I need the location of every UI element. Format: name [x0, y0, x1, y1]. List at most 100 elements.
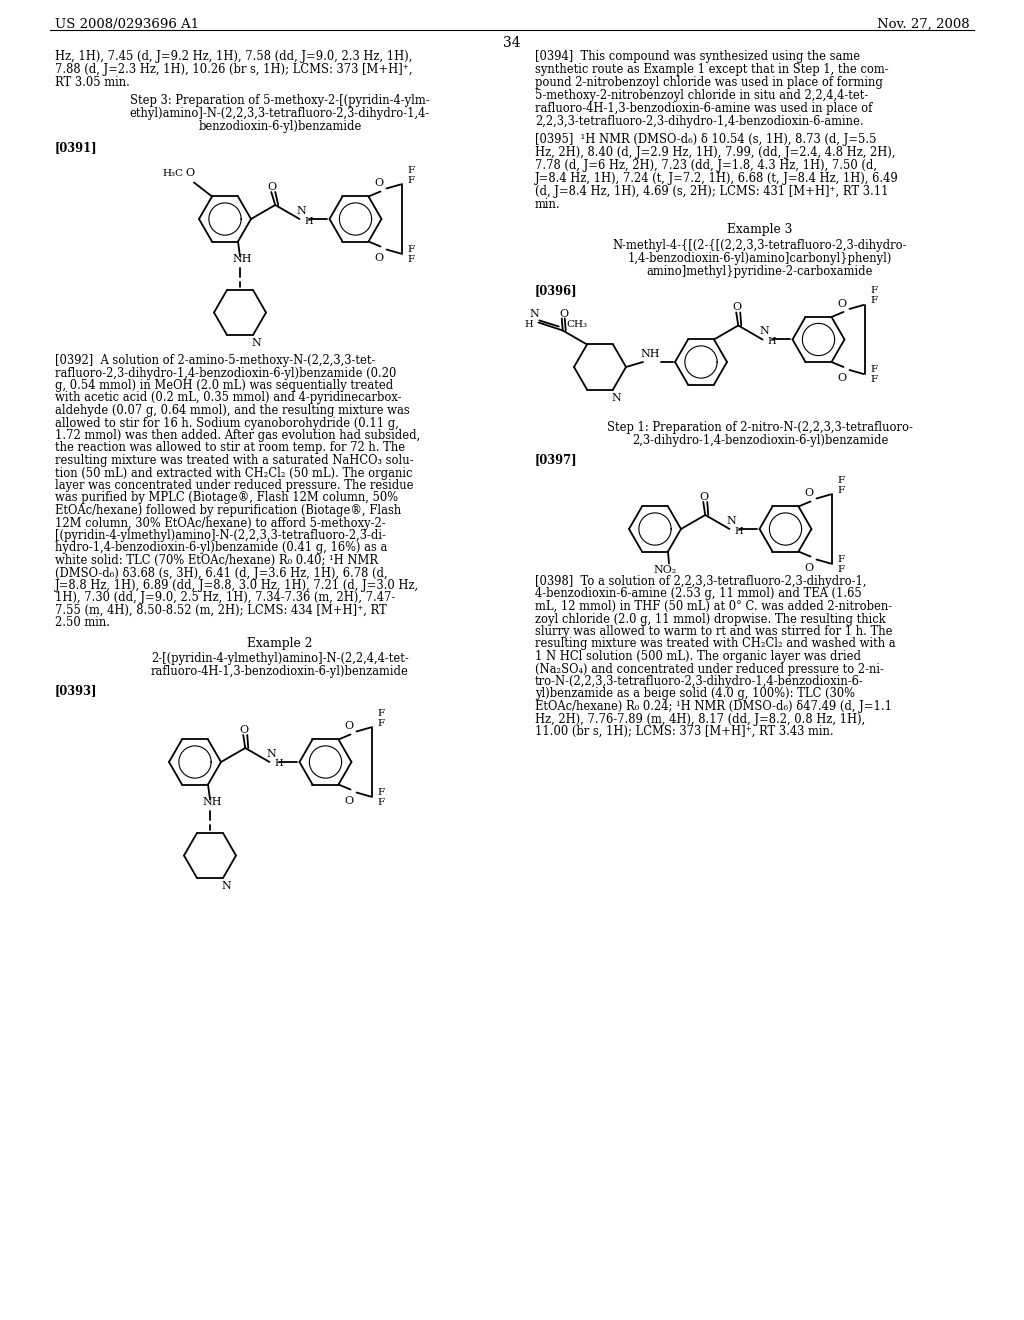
Text: H: H	[304, 216, 312, 226]
Text: O: O	[344, 796, 353, 805]
Text: EtOAc/hexane) followed by repurification (Biotage®, Flash: EtOAc/hexane) followed by repurification…	[55, 504, 401, 517]
Text: mL, 12 mmol) in THF (50 mL) at 0° C. was added 2-nitroben-: mL, 12 mmol) in THF (50 mL) at 0° C. was…	[535, 601, 892, 612]
Text: white solid: TLC (70% EtOAc/hexane) R₀ 0.40; ¹H NMR: white solid: TLC (70% EtOAc/hexane) R₀ 0…	[55, 554, 378, 568]
Text: 7.78 (d, J=6 Hz, 2H), 7.23 (dd, J=1.8, 4.3 Hz, 1H), 7.50 (d,: 7.78 (d, J=6 Hz, 2H), 7.23 (dd, J=1.8, 4…	[535, 158, 877, 172]
Text: J=8.4 Hz, 1H), 7.24 (t, J=7.2, 1H), 6.68 (t, J=8.4 Hz, 1H), 6.49: J=8.4 Hz, 1H), 7.24 (t, J=7.2, 1H), 6.68…	[535, 172, 899, 185]
Text: N: N	[529, 309, 540, 319]
Text: 1,4-benzodioxin-6-yl)amino]carbonyl}phenyl): 1,4-benzodioxin-6-yl)amino]carbonyl}phen…	[628, 252, 892, 265]
Text: resulting mixture was treated with CH₂Cl₂ and washed with a: resulting mixture was treated with CH₂Cl…	[535, 638, 896, 651]
Text: US 2008/0293696 A1: US 2008/0293696 A1	[55, 18, 199, 30]
Text: 1 N HCl solution (500 mL). The organic layer was dried: 1 N HCl solution (500 mL). The organic l…	[535, 649, 861, 663]
Text: the reaction was allowed to stir at room temp. for 72 h. The: the reaction was allowed to stir at room…	[55, 441, 406, 454]
Text: O: O	[185, 169, 195, 178]
Text: with acetic acid (0.2 mL, 0.35 mmol) and 4-pyridinecarbox-: with acetic acid (0.2 mL, 0.35 mmol) and…	[55, 392, 401, 404]
Text: F: F	[838, 554, 845, 564]
Text: F: F	[838, 565, 845, 574]
Text: allowed to stir for 16 h. Sodium cyanoborohydride (0.11 g,: allowed to stir for 16 h. Sodium cyanobo…	[55, 417, 399, 429]
Text: O: O	[374, 252, 383, 263]
Text: [0392]  A solution of 2-amino-5-methoxy-N-(2,2,3,3-tet-: [0392] A solution of 2-amino-5-methoxy-N…	[55, 354, 376, 367]
Text: 2,3-dihydro-1,4-benzodioxin-6-yl)benzamide: 2,3-dihydro-1,4-benzodioxin-6-yl)benzami…	[632, 434, 888, 447]
Text: O: O	[733, 302, 741, 313]
Text: F: F	[870, 375, 878, 384]
Text: H: H	[767, 337, 776, 346]
Text: rafluoro-4H-1,3-benzodioxin-6-yl)benzamide: rafluoro-4H-1,3-benzodioxin-6-yl)benzami…	[152, 665, 409, 678]
Text: CH₃: CH₃	[566, 319, 588, 329]
Text: F: F	[408, 246, 415, 253]
Text: 2.50 min.: 2.50 min.	[55, 616, 110, 630]
Text: O: O	[267, 182, 276, 191]
Text: O: O	[804, 562, 813, 573]
Text: [0396]: [0396]	[535, 284, 578, 297]
Text: EtOAc/hexane) R₀ 0.24; ¹H NMR (DMSO-d₆) δ47.49 (d, J=1.1: EtOAc/hexane) R₀ 0.24; ¹H NMR (DMSO-d₆) …	[535, 700, 892, 713]
Text: Hz, 2H), 8.40 (d, J=2.9 Hz, 1H), 7.99, (dd, J=2.4, 4.8 Hz, 2H),: Hz, 2H), 8.40 (d, J=2.9 Hz, 1H), 7.99, (…	[535, 147, 896, 158]
Text: J=8.8 Hz, 1H), 6.89 (dd, J=8.8, 3.0 Hz, 1H), 7.21 (d, J=3.0 Hz,: J=8.8 Hz, 1H), 6.89 (dd, J=8.8, 3.0 Hz, …	[55, 579, 419, 591]
Text: min.: min.	[535, 198, 560, 211]
Text: N: N	[266, 748, 276, 759]
Text: RT 3.05 min.: RT 3.05 min.	[55, 77, 130, 88]
Text: F: F	[838, 477, 845, 484]
Text: amino]methyl}pyridine-2-carboxamide: amino]methyl}pyridine-2-carboxamide	[647, 265, 873, 279]
Text: O: O	[374, 178, 383, 189]
Text: 7.88 (d, J=2.3 Hz, 1H), 10.26 (br s, 1H); LCMS: 373 [M+H]⁺,: 7.88 (d, J=2.3 Hz, 1H), 10.26 (br s, 1H)…	[55, 63, 413, 77]
Text: 2,2,3,3-tetrafluoro-2,3-dihydro-1,4-benzodioxin-6-amine.: 2,2,3,3-tetrafluoro-2,3-dihydro-1,4-benz…	[535, 115, 863, 128]
Text: 5-methoxy-2-nitrobenzoyl chloride in situ and 2,2,4,4-tet-: 5-methoxy-2-nitrobenzoyl chloride in sit…	[535, 88, 868, 102]
Text: resulting mixture was treated with a saturated NaHCO₃ solu-: resulting mixture was treated with a sat…	[55, 454, 414, 467]
Text: N: N	[221, 880, 230, 891]
Text: F: F	[378, 719, 385, 729]
Text: NH: NH	[640, 348, 659, 359]
Text: Example 2: Example 2	[247, 638, 312, 649]
Text: rafluoro-2,3-dihydro-1,4-benzodioxin-6-yl)benzamide (0.20: rafluoro-2,3-dihydro-1,4-benzodioxin-6-y…	[55, 367, 396, 380]
Text: [0391]: [0391]	[55, 141, 97, 154]
Text: [0393]: [0393]	[55, 684, 97, 697]
Text: O: O	[344, 722, 353, 731]
Text: [0398]  To a solution of 2,2,3,3-tetrafluoro-2,3-dihydro-1,: [0398] To a solution of 2,2,3,3-tetraflu…	[535, 576, 866, 587]
Text: g, 0.54 mmol) in MeOH (2.0 mL) was sequentially treated: g, 0.54 mmol) in MeOH (2.0 mL) was seque…	[55, 379, 393, 392]
Text: O: O	[837, 374, 846, 383]
Text: Step 1: Preparation of 2-nitro-N-(2,2,3,3-tetrafluoro-: Step 1: Preparation of 2-nitro-N-(2,2,3,…	[607, 421, 913, 434]
Text: tro-N-(2,2,3,3-tetrafluoro-2,3-dihydro-1,4-benzodioxin-6-: tro-N-(2,2,3,3-tetrafluoro-2,3-dihydro-1…	[535, 675, 864, 688]
Text: (d, J=8.4 Hz, 1H), 4.69 (s, 2H); LCMS: 431 [M+H]⁺, RT 3.11: (d, J=8.4 Hz, 1H), 4.69 (s, 2H); LCMS: 4…	[535, 185, 889, 198]
Text: O: O	[804, 488, 813, 499]
Text: [0395]  ¹H NMR (DMSO-d₆) δ 10.54 (s, 1H), 8.73 (d, J=5.5: [0395] ¹H NMR (DMSO-d₆) δ 10.54 (s, 1H),…	[535, 133, 877, 147]
Text: layer was concentrated under reduced pressure. The residue: layer was concentrated under reduced pre…	[55, 479, 414, 492]
Text: O: O	[837, 298, 846, 309]
Text: F: F	[378, 788, 385, 797]
Text: H₃C: H₃C	[162, 169, 183, 178]
Text: H: H	[734, 527, 742, 536]
Text: 1.72 mmol) was then added. After gas evolution had subsided,: 1.72 mmol) was then added. After gas evo…	[55, 429, 420, 442]
Text: 7.55 (m, 4H), 8.50-8.52 (m, 2H); LCMS: 434 [M+H]⁺, RT: 7.55 (m, 4H), 8.50-8.52 (m, 2H); LCMS: 4…	[55, 605, 387, 616]
Text: 11.00 (br s, 1H); LCMS: 373 [M+H]⁺, RT 3.43 min.: 11.00 (br s, 1H); LCMS: 373 [M+H]⁺, RT 3…	[535, 725, 834, 738]
Text: Step 3: Preparation of 5-methoxy-2-[(pyridin-4-ylm-: Step 3: Preparation of 5-methoxy-2-[(pyr…	[130, 94, 430, 107]
Text: F: F	[408, 176, 415, 185]
Text: (Na₂SO₄) and concentrated under reduced pressure to 2-ni-: (Na₂SO₄) and concentrated under reduced …	[535, 663, 884, 676]
Text: synthetic route as Example 1 except that in Step 1, the com-: synthetic route as Example 1 except that…	[535, 63, 889, 77]
Text: H: H	[524, 319, 532, 329]
Text: benzodioxin-6-yl)benzamide: benzodioxin-6-yl)benzamide	[199, 120, 361, 133]
Text: F: F	[838, 486, 845, 495]
Text: F: F	[378, 799, 385, 807]
Text: F: F	[378, 709, 385, 718]
Text: rafluoro-4H-1,3-benzodioxin-6-amine was used in place of: rafluoro-4H-1,3-benzodioxin-6-amine was …	[535, 102, 872, 115]
Text: O: O	[699, 492, 709, 502]
Text: ethyl)amino]-N-(2,2,3,3-tetrafluoro-2,3-dihydro-1,4-: ethyl)amino]-N-(2,2,3,3-tetrafluoro-2,3-…	[130, 107, 430, 120]
Text: N: N	[297, 206, 306, 216]
Text: 2-[(pyridin-4-ylmethyl)amino]-N-(2,2,4,4-tet-: 2-[(pyridin-4-ylmethyl)amino]-N-(2,2,4,4…	[152, 652, 409, 665]
Text: Hz, 2H), 7.76-7.89 (m, 4H), 8.17 (dd, J=8.2, 0.8 Hz, 1H),: Hz, 2H), 7.76-7.89 (m, 4H), 8.17 (dd, J=…	[535, 713, 865, 726]
Text: slurry was allowed to warm to rt and was stirred for 1 h. The: slurry was allowed to warm to rt and was…	[535, 624, 893, 638]
Text: 1H), 7.30 (dd, J=9.0, 2.5 Hz, 1H), 7.34-7.36 (m, 2H), 7.47-: 1H), 7.30 (dd, J=9.0, 2.5 Hz, 1H), 7.34-…	[55, 591, 395, 605]
Text: NO₂: NO₂	[653, 565, 677, 574]
Text: aldehyde (0.07 g, 0.64 mmol), and the resulting mixture was: aldehyde (0.07 g, 0.64 mmol), and the re…	[55, 404, 410, 417]
Text: Nov. 27, 2008: Nov. 27, 2008	[878, 18, 970, 30]
Text: Hz, 1H), 7.45 (d, J=9.2 Hz, 1H), 7.58 (dd, J=9.0, 2.3 Hz, 1H),: Hz, 1H), 7.45 (d, J=9.2 Hz, 1H), 7.58 (d…	[55, 50, 413, 63]
Text: was purified by MPLC (Biotage®, Flash 12M column, 50%: was purified by MPLC (Biotage®, Flash 12…	[55, 491, 398, 504]
Text: zoyl chloride (2.0 g, 11 mmol) dropwise. The resulting thick: zoyl chloride (2.0 g, 11 mmol) dropwise.…	[535, 612, 886, 626]
Text: 12M column, 30% EtOAc/hexane) to afford 5-methoxy-2-: 12M column, 30% EtOAc/hexane) to afford …	[55, 516, 386, 529]
Text: N-methyl-4-{[(2-{[(2,2,3,3-tetrafluoro-2,3-dihydro-: N-methyl-4-{[(2-{[(2,2,3,3-tetrafluoro-2…	[612, 239, 907, 252]
Text: [0394]  This compound was synthesized using the same: [0394] This compound was synthesized usi…	[535, 50, 860, 63]
Text: 4-benzodioxin-6-amine (2.53 g, 11 mmol) and TEA (1.65: 4-benzodioxin-6-amine (2.53 g, 11 mmol) …	[535, 587, 862, 601]
Text: (DMSO-d₆) δ3.68 (s, 3H), 6.41 (d, J=3.6 Hz, 1H), 6.78 (d,: (DMSO-d₆) δ3.68 (s, 3H), 6.41 (d, J=3.6 …	[55, 566, 388, 579]
Text: N: N	[251, 338, 261, 348]
Text: N: N	[727, 516, 736, 525]
Text: [(pyridin-4-ylmethyl)amino]-N-(2,2,3,3-tetrafluoro-2,3-di-: [(pyridin-4-ylmethyl)amino]-N-(2,2,3,3-t…	[55, 529, 386, 543]
Text: hydro-1,4-benzodioxin-6-yl)benzamide (0.41 g, 16%) as a: hydro-1,4-benzodioxin-6-yl)benzamide (0.…	[55, 541, 387, 554]
